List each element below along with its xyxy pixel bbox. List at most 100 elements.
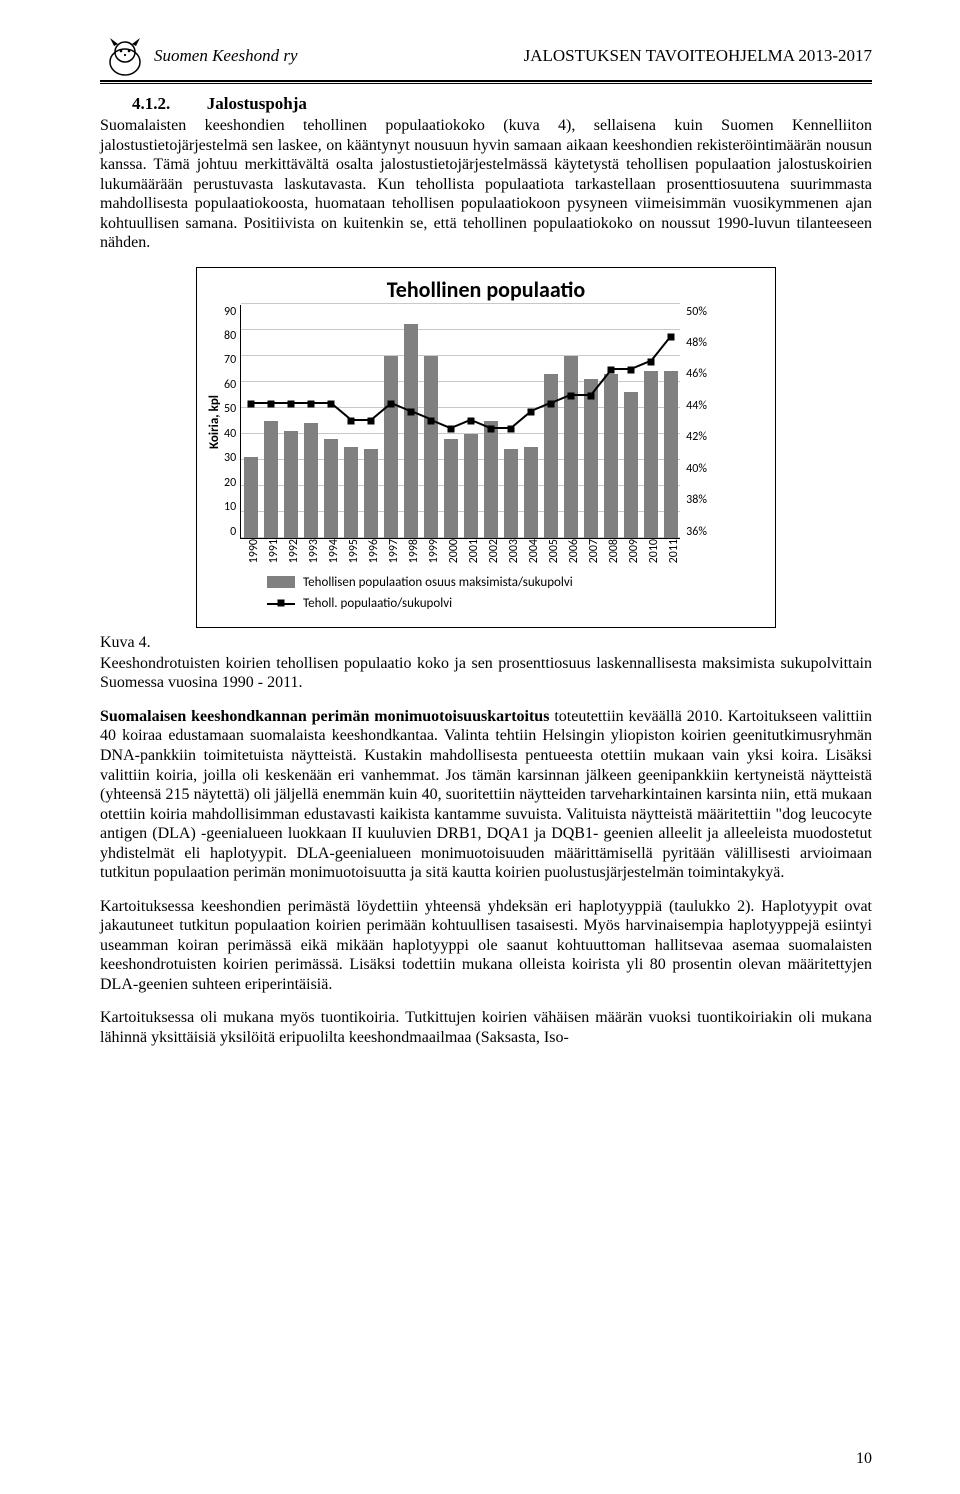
chart-marker xyxy=(368,417,375,424)
y1-tick-label: 10 xyxy=(224,500,236,514)
chart-bar xyxy=(624,392,638,538)
figure-caption: Keeshondrotuisten koirien tehollisen pop… xyxy=(100,654,872,693)
legend-label-2: Teholl. populaatio/sukupolvi xyxy=(303,596,452,611)
y1-tick-label: 0 xyxy=(224,525,236,539)
brand-name: Suomen Keeshond ry xyxy=(154,46,298,66)
chart-bar xyxy=(484,421,498,538)
y1-tick-label: 80 xyxy=(224,329,236,343)
chart-bar xyxy=(584,379,598,538)
y2-tick-label: 46% xyxy=(686,367,707,381)
y2-tick-label: 42% xyxy=(686,430,707,444)
chart-bar xyxy=(404,324,418,537)
swatch-line-icon xyxy=(267,597,295,609)
chart-marker xyxy=(388,400,395,407)
x-tick-label: 1997 xyxy=(387,539,407,565)
chart-y1-ticks: 9080706050403020100 xyxy=(224,305,240,539)
paragraph-3: Kartoituksessa keeshondien perimästä löy… xyxy=(100,897,872,995)
legend-item-1: Tehollisen populaation osuus maksimista/… xyxy=(267,575,765,590)
chart-bar xyxy=(544,374,558,538)
x-tick-label: 2009 xyxy=(627,539,647,565)
chart-plot-row: Koiria, kpl 9080706050403020100 50%48%46… xyxy=(207,305,765,539)
chart-bar xyxy=(464,434,478,538)
chart-marker xyxy=(608,367,615,374)
chart-bar xyxy=(524,447,538,538)
chart-bar xyxy=(384,356,398,538)
chart-marker xyxy=(308,400,315,407)
figure-label: Kuva 4. xyxy=(100,634,872,652)
y2-tick-label: 38% xyxy=(686,493,707,507)
x-tick-label: 1999 xyxy=(427,539,447,565)
swatch-bar-icon xyxy=(267,576,295,588)
x-tick-label: 1993 xyxy=(307,539,327,565)
x-tick-label: 1996 xyxy=(367,539,387,565)
x-tick-label: 1992 xyxy=(287,539,307,565)
chart-y2-ticks: 50%48%46%44%42%40%38%36% xyxy=(680,305,707,539)
y2-tick-label: 36% xyxy=(686,525,707,539)
x-tick-label: 2006 xyxy=(567,539,587,565)
y1-tick-label: 20 xyxy=(224,476,236,490)
chart-marker xyxy=(268,400,275,407)
x-tick-label: 2005 xyxy=(547,539,567,565)
y1-tick-label: 40 xyxy=(224,427,236,441)
x-tick-label: 2011 xyxy=(667,539,687,565)
chart-bar xyxy=(644,371,658,537)
chart-marker xyxy=(628,367,635,374)
y1-tick-label: 50 xyxy=(224,402,236,416)
chart-bar xyxy=(304,423,318,537)
legend-label-1: Tehollisen populaation osuus maksimista/… xyxy=(303,575,573,590)
chart-marker xyxy=(548,400,555,407)
y1-tick-label: 30 xyxy=(224,451,236,465)
y1-tick-label: 70 xyxy=(224,353,236,367)
chart-bar xyxy=(324,439,338,538)
chart-bar xyxy=(504,449,518,537)
chart-plot-area xyxy=(240,305,680,539)
chart-bar xyxy=(244,457,258,538)
chart-marker xyxy=(468,417,475,424)
chart-gridline xyxy=(241,329,680,330)
keeshond-logo-icon xyxy=(100,34,150,78)
chart-marker xyxy=(668,334,675,341)
chart-marker xyxy=(328,400,335,407)
y1-tick-label: 60 xyxy=(224,378,236,392)
x-tick-label: 2003 xyxy=(507,539,527,565)
chart-bar xyxy=(664,371,678,537)
page-number: 10 xyxy=(856,1450,872,1468)
paragraph-2-lead: Suomalaisen keeshondkannan perimän monim… xyxy=(100,708,549,725)
x-tick-label: 1991 xyxy=(267,539,287,565)
y2-tick-label: 48% xyxy=(686,336,707,350)
x-tick-label: 2010 xyxy=(647,539,667,565)
chart-marker xyxy=(648,359,655,366)
x-tick-label: 1998 xyxy=(407,539,427,565)
x-tick-label: 1994 xyxy=(327,539,347,565)
chart-container: Tehollinen populaatio Koiria, kpl 908070… xyxy=(196,267,776,628)
x-tick-label: 1990 xyxy=(247,539,267,565)
x-tick-label: 2007 xyxy=(587,539,607,565)
chart-marker xyxy=(428,417,435,424)
chart-marker xyxy=(408,409,415,416)
chart-bar xyxy=(344,447,358,538)
paragraph-1: Suomalaisten keeshondien tehollinen popu… xyxy=(100,116,872,253)
page-header: Suomen Keeshond ry JALOSTUKSEN TAVOITEOH… xyxy=(100,34,872,78)
x-tick-label: 2000 xyxy=(447,539,467,565)
chart-marker xyxy=(588,392,595,399)
paragraph-2-rest: toteutettiin keväällä 2010. Kartoituksee… xyxy=(100,708,872,881)
chart-bar xyxy=(284,431,298,538)
chart-bar xyxy=(424,356,438,538)
x-tick-label: 2004 xyxy=(527,539,547,565)
chart-legend: Tehollisen populaation osuus maksimista/… xyxy=(267,575,765,611)
chart-marker xyxy=(488,425,495,432)
chart-x-ticks: 1990199119921993199419951996199719981999… xyxy=(247,539,687,565)
chart-marker xyxy=(508,425,515,432)
section-number: 4.1.2. xyxy=(132,94,170,113)
x-tick-label: 2008 xyxy=(607,539,627,565)
header-rule-2 xyxy=(100,83,872,84)
header-rule-1 xyxy=(100,80,872,82)
chart-yaxis-label: Koiria, kpl xyxy=(207,395,222,449)
y2-tick-label: 44% xyxy=(686,399,707,413)
chart-bar xyxy=(364,449,378,537)
y2-tick-label: 50% xyxy=(686,305,707,319)
chart-gridline xyxy=(241,355,680,356)
chart-title: Tehollinen populaatio xyxy=(207,276,765,303)
section-title: Jalostuspohja xyxy=(207,94,307,113)
chart-marker xyxy=(348,417,355,424)
